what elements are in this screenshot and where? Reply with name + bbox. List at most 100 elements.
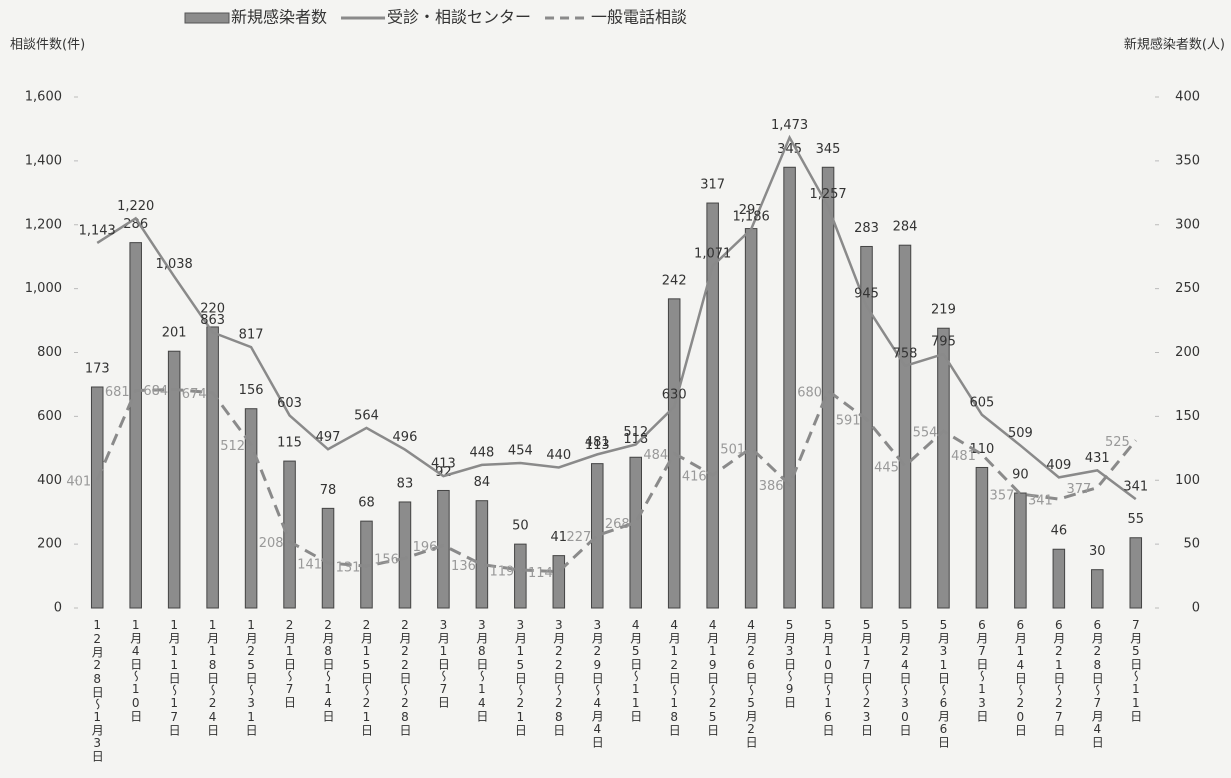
line-value-label: 817 bbox=[239, 328, 264, 343]
line-value-label: 603 bbox=[277, 396, 302, 411]
x-tick-label vt: 12月28日～1月3日 bbox=[90, 618, 104, 762]
bar-value-label: 83 bbox=[397, 476, 414, 491]
bar-value-label: 219 bbox=[931, 303, 956, 318]
line-value-label: 680 bbox=[797, 385, 822, 400]
x-tick-label vt: 1月11日～17日 bbox=[167, 618, 181, 736]
bar bbox=[129, 242, 142, 609]
x-tick-label vt: 1月18日～24日 bbox=[206, 618, 220, 736]
bar-value-label: 283 bbox=[854, 221, 879, 236]
bar bbox=[90, 386, 104, 609]
x-tick-label vt: 1月25日～31日 bbox=[244, 618, 258, 736]
bar-value-label: 156 bbox=[239, 383, 264, 398]
line-value-label: 591 bbox=[836, 414, 861, 429]
y2-tick-label: 300 bbox=[1175, 217, 1200, 232]
bar-value-label: 220 bbox=[200, 301, 225, 316]
y-tick-label: 200 bbox=[37, 537, 62, 552]
bar bbox=[283, 460, 296, 609]
line-value-label: 1,186 bbox=[733, 210, 770, 225]
bar-value-label: 113 bbox=[585, 438, 610, 453]
bar-value-label: 55 bbox=[1127, 512, 1144, 527]
line bbox=[96, 134, 1137, 501]
bar-value-label: 201 bbox=[162, 326, 187, 341]
y2-tick-label: 0 bbox=[1192, 601, 1200, 616]
line-value-label: 196 bbox=[413, 540, 438, 555]
line-value-label: 496 bbox=[393, 430, 418, 445]
x-tick-label vt: 6月21日～27日 bbox=[1052, 618, 1066, 736]
line-value-label: 445 bbox=[874, 460, 899, 475]
line-value-label: 409 bbox=[1046, 458, 1071, 473]
y-tick-label: 800 bbox=[37, 345, 62, 360]
y2-tick-label: 100 bbox=[1175, 473, 1200, 488]
x-tick-label vt: 5月10日～16日 bbox=[821, 618, 835, 736]
bar bbox=[475, 500, 489, 609]
line-value-label: 481 bbox=[951, 449, 976, 464]
y2-tick-label: 200 bbox=[1175, 345, 1200, 360]
bar bbox=[860, 245, 873, 609]
line-value-label: 114 bbox=[528, 566, 553, 581]
bar-value-label: 317 bbox=[700, 178, 725, 193]
x-tick-label vt: 3月8日～14日 bbox=[475, 618, 489, 722]
bar-value-label: 50 bbox=[512, 519, 529, 534]
x-tick-label vt: 4月19日～25日 bbox=[706, 618, 720, 736]
y-tick-label: 1,600 bbox=[25, 90, 62, 105]
line-value-label: 1,257 bbox=[809, 187, 846, 202]
bar bbox=[206, 326, 219, 609]
legend-label: 新規感染者数 bbox=[231, 8, 327, 27]
bar bbox=[1014, 492, 1027, 609]
y2-tick-label: 350 bbox=[1175, 153, 1200, 168]
line-value-label: 156 bbox=[374, 553, 399, 568]
line-value-label: 208 bbox=[259, 536, 284, 551]
bar bbox=[783, 166, 796, 609]
line-value-label: 1,071 bbox=[694, 246, 731, 261]
bar bbox=[1129, 537, 1143, 609]
line-value-label: 512 bbox=[623, 425, 648, 440]
legend-label: 一般電話相談 bbox=[591, 8, 687, 27]
dashed-line bbox=[95, 388, 1137, 574]
bar-value-label: 118 bbox=[623, 432, 648, 447]
line-value-label: 1,473 bbox=[771, 118, 808, 133]
bar bbox=[1091, 569, 1104, 609]
line-value-label: 1,220 bbox=[117, 199, 154, 214]
bar bbox=[167, 350, 181, 609]
bar-value-label: 84 bbox=[474, 475, 491, 490]
line-value-label: 481 bbox=[585, 435, 610, 450]
bar-value-label: 173 bbox=[85, 361, 110, 376]
bar bbox=[1052, 548, 1066, 609]
bar bbox=[437, 489, 450, 609]
bar bbox=[898, 244, 912, 609]
y2-axis-title: 新規感染者数(人) bbox=[1124, 37, 1225, 53]
line-value-label: 512 bbox=[220, 439, 245, 454]
line-value-label: 605 bbox=[969, 395, 994, 410]
line-value-label: 357 bbox=[990, 488, 1015, 503]
line-value-label: 1,038 bbox=[156, 257, 193, 272]
legend-label: 受診・相談センター bbox=[387, 8, 531, 27]
line-value-label: 674 bbox=[182, 387, 207, 402]
bar-value-label: 78 bbox=[320, 483, 337, 498]
x-tick-label vt: 6月28日～7月4日 bbox=[1090, 618, 1104, 748]
x-tick-label vt: 5月3日～9日 bbox=[783, 618, 797, 708]
line-value-label: 401 bbox=[66, 474, 91, 489]
bar-value-label: 46 bbox=[1051, 524, 1068, 539]
line-value-label: 431 bbox=[1085, 451, 1110, 466]
bar-value-label: 110 bbox=[969, 442, 994, 457]
line-value-label: 945 bbox=[854, 287, 879, 302]
x-tick-label vt: 4月12日～18日 bbox=[667, 618, 681, 736]
line-value-label: 448 bbox=[469, 445, 494, 460]
line-value-label: 454 bbox=[508, 444, 533, 459]
line-value-label: 554 bbox=[913, 426, 938, 441]
bar-value-label: 41 bbox=[551, 530, 568, 545]
line-value-label: 416 bbox=[682, 470, 707, 485]
y2-tick-label: 150 bbox=[1175, 409, 1200, 424]
bar bbox=[552, 555, 566, 609]
x-tick-label vt: 2月1日～7日 bbox=[283, 618, 297, 708]
bar bbox=[514, 543, 527, 609]
bar bbox=[744, 228, 758, 609]
line-value-label: 141 bbox=[297, 557, 322, 572]
line-value-label: 564 bbox=[354, 408, 379, 423]
y2-tick-label: 400 bbox=[1175, 90, 1200, 105]
y2-tick-label: 50 bbox=[1183, 537, 1200, 552]
line-value-label: 227 bbox=[566, 530, 591, 545]
x-tick-label vt: 4月26日～5月2日 bbox=[744, 618, 758, 748]
line-value-label: 497 bbox=[316, 430, 341, 445]
